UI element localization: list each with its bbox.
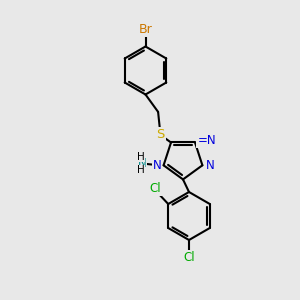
- Text: N: N: [206, 159, 215, 172]
- Text: H: H: [137, 152, 145, 162]
- Text: Cl: Cl: [183, 251, 195, 264]
- Text: H: H: [137, 165, 145, 176]
- Text: Cl: Cl: [149, 182, 161, 196]
- Text: =N: =N: [197, 134, 216, 148]
- Text: N: N: [138, 157, 146, 170]
- Text: N: N: [152, 159, 161, 172]
- Text: S: S: [156, 128, 165, 142]
- Text: Br: Br: [139, 22, 152, 36]
